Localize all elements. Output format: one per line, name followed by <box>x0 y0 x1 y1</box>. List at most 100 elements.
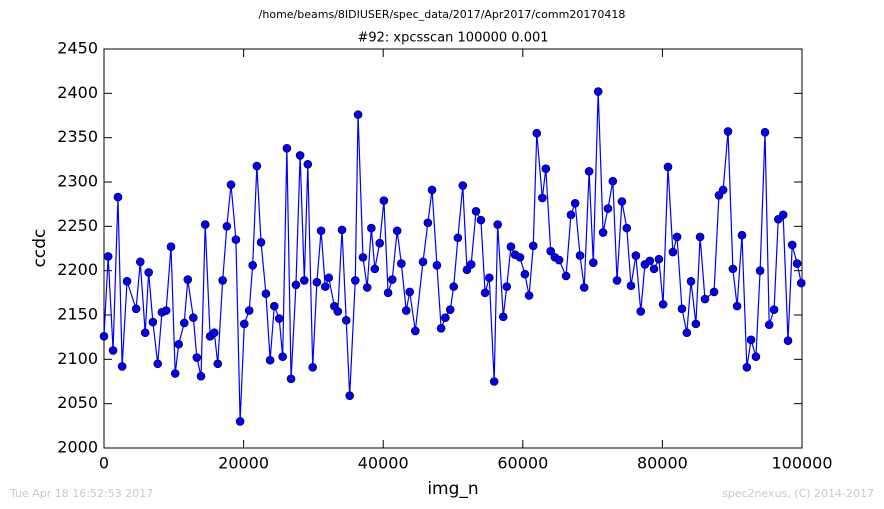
data-point <box>760 128 770 137</box>
data-point <box>746 335 756 345</box>
data-point <box>379 196 389 205</box>
data-point <box>370 264 380 274</box>
footer-left: Tue Apr 18 16:52:53 2017 <box>9 487 153 500</box>
data-point <box>189 313 198 322</box>
data-point <box>502 282 512 291</box>
data-point <box>350 276 360 285</box>
data-point <box>324 273 334 283</box>
data-point <box>300 276 309 285</box>
x-tick-label: 0 <box>99 454 109 473</box>
data-point <box>174 339 183 349</box>
data-point <box>797 278 806 288</box>
data-point <box>103 252 113 261</box>
data-point <box>401 306 411 315</box>
data-point <box>166 242 176 252</box>
data-point <box>265 355 275 365</box>
y-tick-label: 2450 <box>57 39 98 58</box>
chart-subtitle: #92: xpcsscan 100000 0.001 <box>357 31 548 46</box>
data-point <box>598 228 608 237</box>
data-point <box>235 417 245 426</box>
data-point <box>192 353 202 362</box>
data-point <box>626 281 636 291</box>
y-tick-label: 2200 <box>57 260 98 279</box>
data-point <box>427 185 437 195</box>
data-point <box>213 359 223 369</box>
data-point <box>520 269 530 279</box>
data-point <box>554 255 564 265</box>
data-point <box>645 256 655 266</box>
data-point <box>358 253 368 262</box>
data-point <box>170 369 180 378</box>
data-point <box>742 363 752 372</box>
data-point <box>179 318 189 328</box>
data-point <box>445 305 455 314</box>
data-point <box>515 253 525 262</box>
data-point <box>593 87 603 96</box>
data-point <box>723 127 733 136</box>
data-point <box>612 276 622 285</box>
data-point <box>466 260 476 269</box>
data-point <box>436 323 446 333</box>
data-point <box>200 220 210 229</box>
y-tick-label: 2100 <box>57 349 98 368</box>
data-point <box>506 242 516 252</box>
data-point <box>209 328 219 338</box>
data-point <box>682 328 692 338</box>
data-point <box>161 306 171 315</box>
data-point <box>654 254 664 264</box>
data-point <box>261 289 271 299</box>
data-point <box>672 232 682 242</box>
data-point <box>792 259 802 268</box>
data-point <box>732 301 742 311</box>
data-point <box>432 261 442 270</box>
data-point <box>764 320 774 330</box>
y-tick-label: 2400 <box>57 83 98 102</box>
data-point <box>135 257 145 267</box>
data-point <box>498 312 508 322</box>
data-point <box>341 316 351 325</box>
data-point <box>270 301 279 311</box>
data-point <box>411 326 420 336</box>
data-point <box>737 230 747 240</box>
data-point <box>608 176 618 186</box>
data-point <box>700 294 710 304</box>
data-point <box>252 161 262 171</box>
data-point <box>677 304 687 314</box>
data-point <box>778 210 788 220</box>
data-point <box>278 352 287 361</box>
data-point <box>489 377 499 386</box>
data-point <box>320 282 330 291</box>
y-tick-label: 2050 <box>57 393 98 412</box>
data-point <box>709 287 719 297</box>
data-point <box>546 246 556 256</box>
data-point <box>584 167 594 176</box>
data-point <box>291 280 301 290</box>
data-point <box>458 181 468 190</box>
data-point <box>226 180 236 189</box>
data-point <box>441 313 450 322</box>
data-point <box>131 304 141 314</box>
data-point <box>668 247 678 257</box>
data-point <box>153 359 163 369</box>
data-point <box>480 288 490 298</box>
data-point <box>113 192 123 202</box>
data-point <box>392 226 402 236</box>
data-point <box>476 215 486 225</box>
data-point <box>405 287 415 297</box>
y-tick-label: 2150 <box>57 305 98 324</box>
data-point <box>493 220 502 229</box>
data-point <box>295 151 305 160</box>
data-point <box>695 232 705 242</box>
data-point <box>538 193 547 203</box>
x-tick-label: 20000 <box>218 454 269 473</box>
data-point <box>532 128 542 138</box>
data-point <box>218 276 227 285</box>
data-point <box>541 164 551 173</box>
data-point <box>751 352 761 361</box>
chart-title: /home/beams/8IDIUSER/spec_data/2017/Apr2… <box>259 8 626 21</box>
data-point <box>631 251 641 260</box>
data-point <box>570 198 580 208</box>
data-point <box>575 251 585 260</box>
footer-right: spec2nexus, (C) 2014-2017 <box>722 487 874 500</box>
